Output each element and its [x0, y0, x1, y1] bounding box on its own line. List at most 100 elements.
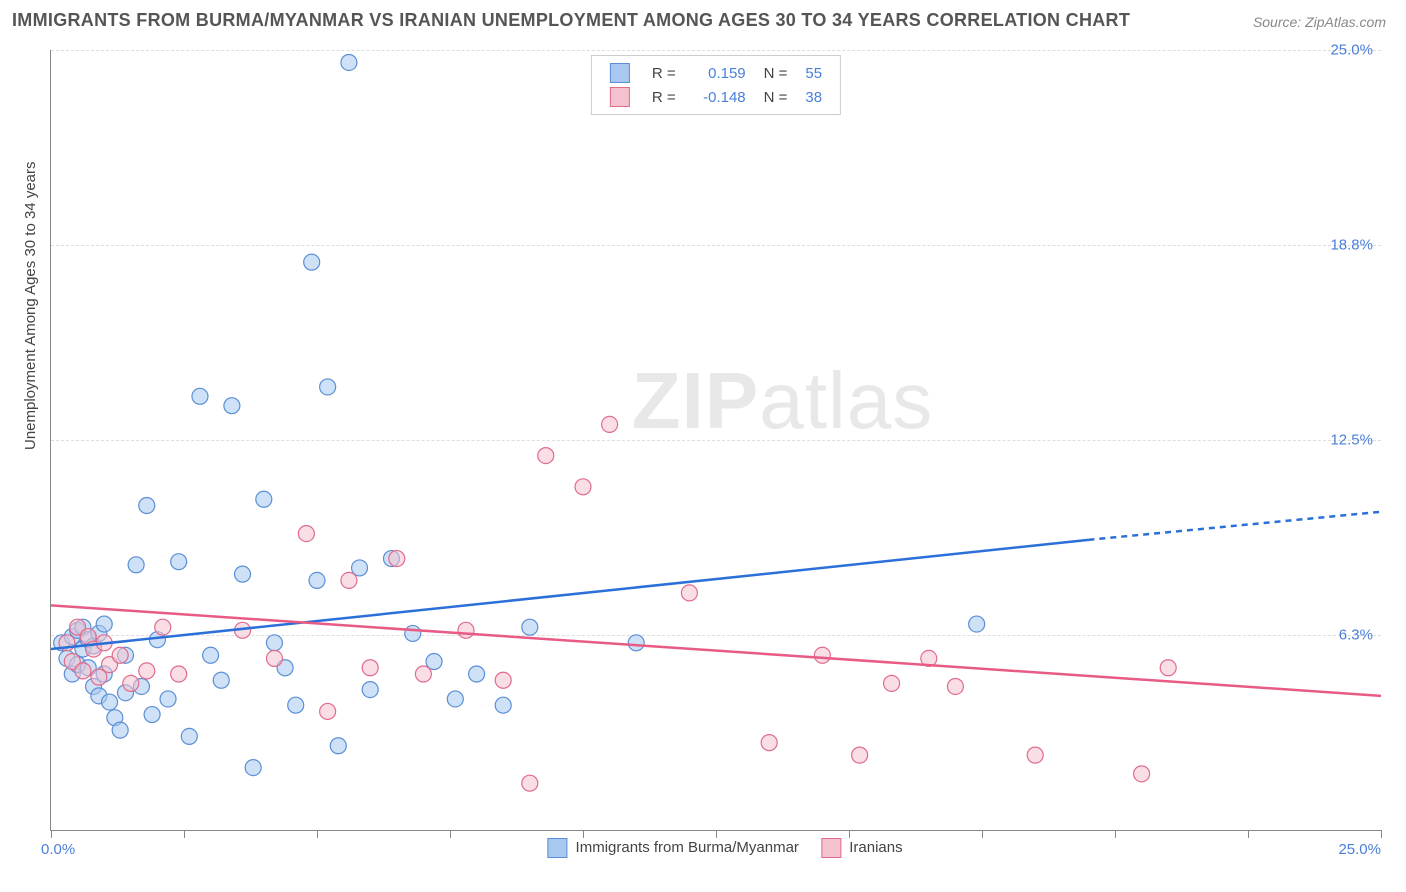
data-point	[64, 629, 80, 645]
legend-r-value: -0.148	[686, 86, 754, 108]
data-point	[112, 647, 128, 663]
x-max-label: 25.0%	[1338, 841, 1381, 858]
data-point	[383, 551, 399, 567]
grid-line	[51, 245, 1381, 246]
data-point	[160, 691, 176, 707]
y-right-label: 12.5%	[1330, 432, 1373, 449]
data-point	[1160, 660, 1176, 676]
legend-swatch	[610, 87, 630, 107]
data-point	[54, 635, 70, 651]
data-point	[70, 657, 86, 673]
data-point	[139, 663, 155, 679]
scatter-plot: ZIPatlas 6.3%12.5%18.8%25.0% 0.0% 25.0% …	[50, 50, 1381, 831]
data-point	[213, 672, 229, 688]
data-point	[362, 660, 378, 676]
x-tick	[849, 830, 850, 838]
legend-n-label: N =	[756, 62, 796, 84]
data-point	[495, 697, 511, 713]
data-point	[320, 379, 336, 395]
data-point	[1027, 747, 1043, 763]
data-point	[192, 388, 208, 404]
x-tick	[51, 830, 52, 838]
data-point	[362, 682, 378, 698]
data-point	[59, 635, 75, 651]
data-point	[224, 398, 240, 414]
data-point	[91, 669, 107, 685]
page-title: IMMIGRANTS FROM BURMA/MYANMAR VS IRANIAN…	[12, 10, 1130, 31]
data-point	[86, 638, 102, 654]
legend-swatch	[821, 838, 841, 858]
data-point	[96, 616, 112, 632]
data-point	[144, 707, 160, 723]
data-point	[277, 660, 293, 676]
legend-swatch	[610, 63, 630, 83]
data-point	[91, 688, 107, 704]
data-point	[761, 735, 777, 751]
data-point	[75, 663, 91, 679]
data-point	[969, 616, 985, 632]
grid-line	[51, 50, 1381, 51]
data-point	[86, 641, 102, 657]
legend-r-label: R =	[644, 86, 684, 108]
data-point	[75, 619, 91, 635]
legend-bottom: Immigrants from Burma/Myanmar Iranians	[529, 838, 902, 858]
y-right-label: 25.0%	[1330, 42, 1373, 59]
y-right-label: 18.8%	[1330, 237, 1373, 254]
data-point	[245, 760, 261, 776]
data-point	[341, 572, 357, 588]
legend-r-value: 0.159	[686, 62, 754, 84]
data-point	[628, 635, 644, 651]
data-point	[96, 635, 112, 651]
data-point	[139, 498, 155, 514]
data-point	[814, 647, 830, 663]
x-tick	[1115, 830, 1116, 838]
data-point	[352, 560, 368, 576]
data-point	[235, 566, 251, 582]
data-point	[447, 691, 463, 707]
data-point	[298, 526, 314, 542]
data-point	[309, 572, 325, 588]
data-point	[64, 654, 80, 670]
grid-line	[51, 440, 1381, 441]
data-point	[575, 479, 591, 495]
data-point	[64, 666, 80, 682]
data-point	[171, 666, 187, 682]
y-axis-label: Unemployment Among Ages 30 to 34 years	[22, 161, 39, 450]
data-point	[102, 657, 118, 673]
legend-n-label: N =	[756, 86, 796, 108]
data-point	[203, 647, 219, 663]
x-tick	[1381, 830, 1382, 838]
data-point	[86, 678, 102, 694]
data-point	[426, 654, 442, 670]
trend-line-dash	[1088, 512, 1381, 540]
data-point	[602, 416, 618, 432]
data-point	[256, 491, 272, 507]
data-point	[96, 666, 112, 682]
data-point	[171, 554, 187, 570]
data-point	[852, 747, 868, 763]
x-tick	[982, 830, 983, 838]
data-point	[59, 650, 75, 666]
data-point	[522, 775, 538, 791]
x-tick	[583, 830, 584, 838]
y-right-label: 6.3%	[1339, 627, 1373, 644]
data-point	[304, 254, 320, 270]
data-point	[288, 697, 304, 713]
data-point	[1134, 766, 1150, 782]
watermark-bold: ZIP	[632, 356, 759, 445]
x-tick	[184, 830, 185, 838]
x-tick	[716, 830, 717, 838]
data-point	[107, 710, 123, 726]
data-point	[921, 650, 937, 666]
data-point	[133, 678, 149, 694]
data-point	[155, 619, 171, 635]
legend-n-value: 38	[797, 86, 830, 108]
data-point	[70, 619, 86, 635]
data-point	[117, 685, 133, 701]
legend-series-label: Immigrants from Burma/Myanmar	[571, 839, 803, 856]
data-point	[102, 694, 118, 710]
data-point	[320, 703, 336, 719]
data-point	[128, 557, 144, 573]
data-point	[181, 728, 197, 744]
data-point	[341, 54, 357, 70]
